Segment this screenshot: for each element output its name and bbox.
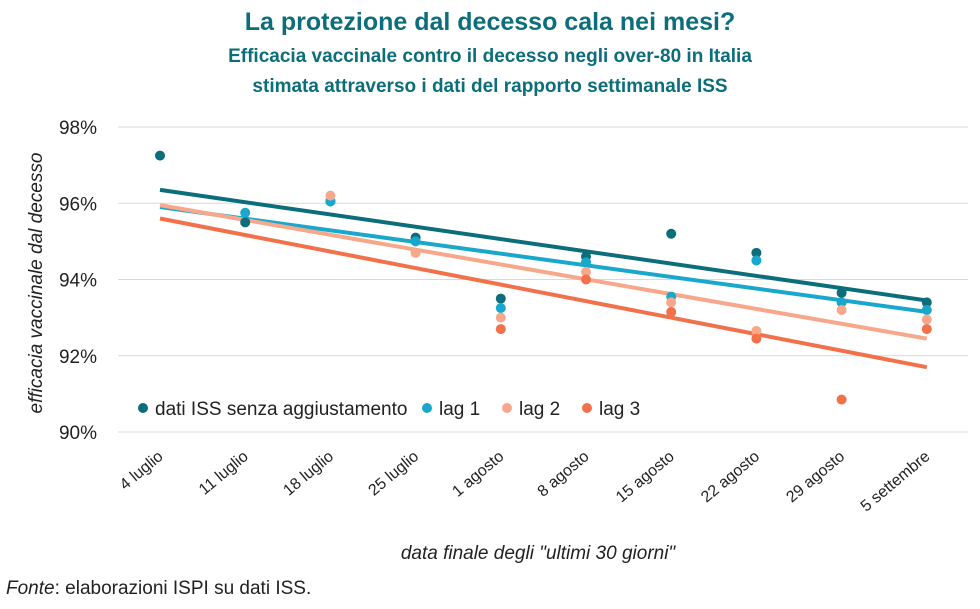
data-point [921, 314, 932, 325]
y-tick-label: 94% [59, 271, 97, 292]
y-axis-ticks: 90% 92% 94% 96% 98% [59, 118, 97, 444]
data-point [921, 297, 932, 308]
x-tick-label: 22 agosto [698, 448, 763, 506]
x-tick-label: 5 settembre [858, 448, 934, 515]
legend: dati ISS senza aggiustamento lag 1 lag 2 la… [138, 399, 640, 420]
source-label: Fonte [6, 578, 55, 599]
data-point [410, 236, 421, 247]
data-point [666, 297, 677, 308]
trendline [159, 205, 928, 314]
x-tick-label: 29 agosto [783, 448, 848, 506]
x-tick-label: 1 agosto [449, 448, 507, 501]
legend-label: lag 3 [599, 399, 640, 420]
data-point [495, 303, 506, 314]
trendline [159, 203, 928, 341]
trendlines [159, 187, 928, 370]
y-tick-label: 92% [59, 347, 97, 368]
data-point [666, 306, 677, 317]
data-point [581, 257, 591, 268]
data-point [240, 207, 251, 218]
data-point [240, 217, 251, 228]
data-point [751, 325, 762, 336]
trendline [159, 187, 928, 303]
y-tick-label: 98% [59, 118, 97, 139]
x-tick-label: 8 agosto [535, 448, 593, 501]
data-point [495, 293, 506, 304]
data-point [410, 247, 421, 258]
x-axis-label: data finale degli "ultimi 30 giorni" [401, 543, 677, 564]
y-tick-label: 96% [59, 194, 97, 215]
x-tick-label: 11 luglio [196, 448, 252, 499]
source-text: : elaborazioni ISPI su dati ISS. [54, 578, 312, 599]
chart-subtitle-line-1: Efficacia vaccinale contro il decesso ne… [228, 46, 752, 67]
data-point [751, 255, 762, 266]
data-point [921, 324, 932, 335]
x-tick-label: 18 luglio [280, 448, 337, 499]
data-point [495, 324, 506, 335]
gridlines [118, 126, 968, 433]
legend-marker [582, 403, 592, 413]
data-point [836, 287, 847, 298]
y-axis-label: efficacia vaccinale dal decesso [26, 153, 47, 414]
trendline [159, 216, 928, 370]
source-note: Fonte: elaborazioni ISPI su dati ISS. [6, 578, 311, 600]
data-point [155, 150, 165, 161]
legend-label: dati ISS senza aggiustamento [155, 399, 407, 420]
data-point [666, 228, 677, 239]
data-point [836, 394, 847, 405]
data-point [325, 190, 336, 201]
data-point [581, 266, 591, 277]
data-point [495, 312, 506, 323]
chart-subtitle-line-2: stimata attraverso i dati del rapporto s… [252, 76, 728, 97]
data-point [751, 247, 762, 258]
data-point [836, 305, 847, 315]
x-axis-ticks: 4 luglio 11 luglio 18 luglio 25 luglio 1 ago… [117, 448, 934, 515]
data-point [581, 274, 591, 285]
legend-label: lag 2 [519, 399, 560, 420]
legend-marker [502, 403, 512, 413]
data-point [836, 297, 847, 308]
x-tick-label: 25 luglio [366, 448, 423, 499]
legend-marker [138, 403, 148, 413]
x-tick-label: 4 luglio [117, 448, 167, 494]
y-tick-label: 90% [59, 423, 97, 444]
data-point [921, 305, 932, 315]
legend-marker [422, 403, 432, 413]
chart-title: La protezione dal decesso cala nei mesi? [244, 8, 736, 36]
legend-label: lag 1 [439, 399, 480, 420]
data-points [155, 150, 932, 405]
x-tick-label: 15 agosto [613, 448, 678, 506]
data-point [751, 333, 762, 344]
